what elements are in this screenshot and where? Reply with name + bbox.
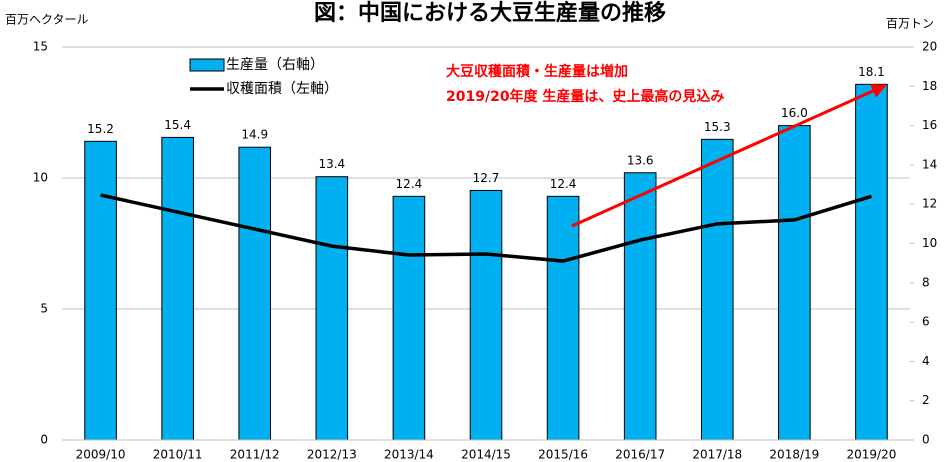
bar	[623, 172, 657, 441]
value-label: 15.4	[164, 118, 191, 132]
y-tick-label: 0	[40, 433, 48, 447]
value-label: 14.9	[241, 128, 268, 142]
bar	[700, 138, 734, 441]
legend-swatch	[189, 58, 225, 72]
bar	[855, 83, 888, 441]
x-tick-label: 2018/19	[769, 448, 819, 462]
y2-tick-label: 8	[922, 275, 930, 289]
y2-tick-label: 18	[922, 79, 937, 93]
x-tick-label: 2015/16	[538, 448, 588, 462]
value-label: 13.4	[318, 157, 345, 171]
x-tick-label: 2017/18	[692, 448, 742, 462]
chart-title: 図：中国における大豆生産量の推移	[314, 0, 666, 26]
y2-tick-label: 10	[922, 236, 937, 250]
bar	[778, 125, 811, 441]
x-tick-label: 2012/13	[307, 448, 357, 462]
x-tick-label: 2010/11	[153, 448, 203, 462]
y-axis-label: 百万ヘクタール	[5, 13, 89, 27]
legend-label: 収穫面積（左軸）	[226, 81, 338, 97]
plot-area: 0 5 10 15 0 2 4 6 8 10 12 14 16 18 20 2009/10 2010/11 201…	[33, 40, 938, 462]
value-label: 12.4	[396, 177, 423, 191]
y2-tick-label: 16	[922, 118, 937, 132]
trend-arrow	[571, 84, 887, 228]
bar	[546, 195, 580, 441]
y2-tick-label: 20	[922, 40, 937, 54]
x-tick-label: 2014/15	[461, 448, 511, 462]
x-tick-label: 2013/14	[384, 448, 434, 462]
legend-label: 生産量（右軸）	[226, 57, 324, 73]
annotation: 2019/20年度 生産量は、史上最高の見込み	[446, 88, 724, 105]
x-tick-label: 2009/10	[76, 448, 126, 462]
y2-tick-label: 4	[922, 354, 930, 368]
bar	[469, 189, 503, 441]
annotation: 大豆収穫面積・生産量は増加	[446, 63, 628, 80]
y2-tick-label: 0	[922, 433, 930, 447]
y2-axis-label: 百万トン	[886, 17, 934, 31]
bar	[238, 146, 272, 441]
bar	[84, 140, 117, 441]
y-tick-label: 10	[33, 171, 48, 185]
value-label: 12.4	[550, 177, 577, 191]
x-tick-label: 2011/12	[230, 448, 280, 462]
y2-tick-label: 6	[922, 315, 930, 329]
value-label: 16.0	[781, 106, 808, 120]
y2-tick-label: 12	[922, 197, 937, 211]
value-label: 15.2	[87, 122, 114, 136]
bar	[315, 176, 349, 441]
y2-tick-label: 2	[922, 393, 930, 407]
x-tick-label: 2019/20	[847, 448, 897, 462]
bar	[392, 195, 426, 441]
value-label: 18.1	[858, 65, 885, 79]
bar	[161, 136, 194, 441]
line	[100, 193, 872, 263]
value-label: 15.3	[704, 120, 731, 134]
x-tick-label: 2016/17	[615, 448, 665, 462]
value-label: 13.6	[627, 153, 654, 167]
y2-tick-label: 14	[922, 157, 937, 171]
y-tick-label: 5	[40, 302, 48, 316]
y-tick-label: 15	[33, 40, 48, 54]
value-label: 12.7	[473, 171, 500, 185]
